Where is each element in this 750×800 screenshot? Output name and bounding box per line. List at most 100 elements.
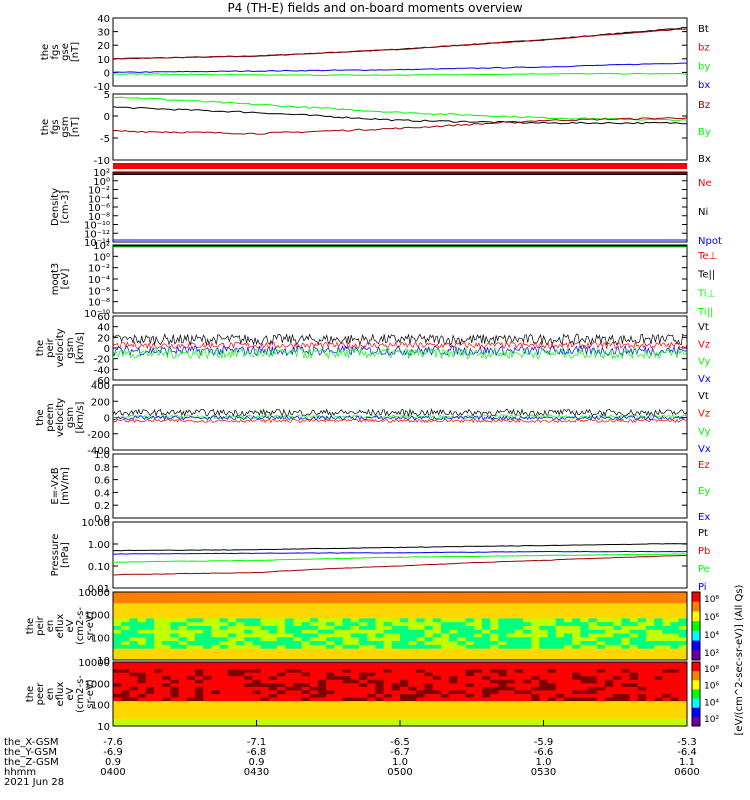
heatmap-cell xyxy=(596,708,606,713)
heatmap-cell xyxy=(244,679,253,684)
heatmap-cell xyxy=(490,633,499,638)
heatmap-cell xyxy=(195,672,204,677)
heatmap-cell xyxy=(596,599,606,604)
heatmap-cell xyxy=(564,633,573,638)
series-fgs-bz xyxy=(112,28,688,60)
heatmap-cell xyxy=(195,683,204,688)
heatmap-cell xyxy=(219,641,229,646)
heatmap-cell xyxy=(301,592,311,597)
heatmap-cell xyxy=(432,592,442,597)
heatmap-cell xyxy=(465,694,475,699)
heatmap-cell xyxy=(580,690,590,695)
heatmap-cell xyxy=(277,607,286,612)
heatmap-cell xyxy=(154,669,163,674)
heatmap-cell xyxy=(465,665,475,670)
heatmap-cell xyxy=(203,633,212,638)
heatmap-cell xyxy=(547,704,557,709)
heatmap-cell xyxy=(555,610,565,616)
heatmap-cell xyxy=(432,686,442,691)
heatmap-cell xyxy=(531,701,540,706)
heatmap-cell xyxy=(473,648,483,653)
ytick-label-fgs: 0 xyxy=(104,68,110,79)
heatmap-cell xyxy=(342,708,352,713)
heatmap-cell xyxy=(457,669,467,674)
xaxis-value: -6.6 xyxy=(534,747,554,758)
heatmap-cell xyxy=(113,622,122,627)
heatmap-cell xyxy=(162,669,171,674)
heatmap-cell xyxy=(662,607,672,612)
heatmap-cell xyxy=(654,676,663,681)
heatmap-cell xyxy=(383,599,393,604)
heatmap-cell xyxy=(211,607,221,612)
heatmap-cell xyxy=(350,683,360,688)
heatmap-cell xyxy=(350,697,360,702)
heatmap-cell xyxy=(121,592,130,597)
heatmap-cell xyxy=(154,704,163,709)
heatmap-cell xyxy=(531,618,540,623)
heatmap-cell xyxy=(236,641,245,646)
heatmap-cell xyxy=(178,669,188,674)
heatmap-cell xyxy=(441,669,450,674)
heatmap-cell xyxy=(678,652,688,657)
heatmap-cell xyxy=(178,694,188,699)
heatmap-cell xyxy=(293,722,303,727)
ylabel-peir: eV xyxy=(65,619,76,632)
heatmap-cell xyxy=(547,592,557,597)
heatmap-cell xyxy=(211,683,221,688)
heatmap-cell xyxy=(252,679,262,684)
heatmap-cell xyxy=(637,715,647,720)
heatmap-cell xyxy=(613,662,622,667)
heatmap-cell xyxy=(195,592,204,597)
heatmap-cell xyxy=(662,679,672,684)
heatmap-cell xyxy=(613,701,622,706)
heatmap-cell xyxy=(375,711,385,716)
heatmap-cell xyxy=(277,656,286,661)
heatmap-cell xyxy=(178,644,188,650)
xaxis-value: -6.7 xyxy=(390,747,410,758)
heatmap-cell xyxy=(391,599,401,604)
heatmap-cell xyxy=(588,683,598,688)
heatmap-cell xyxy=(334,708,344,713)
heatmap-cell xyxy=(670,683,680,688)
heatmap-cell xyxy=(359,686,368,691)
legend-peemv: Vy xyxy=(698,426,711,437)
heatmap-cell xyxy=(178,629,188,635)
heatmap-cell xyxy=(268,656,278,661)
heatmap-cell xyxy=(424,704,434,709)
heatmap-cell xyxy=(195,614,204,619)
heatmap-cell xyxy=(211,669,221,674)
heatmap-cell xyxy=(564,718,573,723)
heatmap-cell xyxy=(514,665,524,670)
heatmap-cell xyxy=(260,652,270,657)
heatmap-cell xyxy=(613,641,622,646)
heatmap-cell xyxy=(547,641,557,646)
heatmap-cell xyxy=(244,592,253,597)
ytick-label-efield: 0.6 xyxy=(94,476,110,487)
heatmap-cell xyxy=(572,679,581,684)
heatmap-cell xyxy=(572,669,581,674)
heatmap-cell xyxy=(203,610,212,616)
heatmap-cell xyxy=(629,722,639,727)
heatmap-cell xyxy=(473,614,483,619)
heatmap-cell xyxy=(408,599,417,604)
heatmap-cell xyxy=(309,704,319,709)
heatmap-cell xyxy=(268,652,278,657)
heatmap-cell xyxy=(113,701,122,706)
heatmap-cell xyxy=(359,697,368,702)
heatmap-cell xyxy=(572,622,581,627)
heatmap-cell xyxy=(408,662,417,667)
heatmap-cell xyxy=(195,669,204,674)
heatmap-cell xyxy=(154,603,163,608)
heatmap-cell xyxy=(326,711,335,716)
heatmap-cell xyxy=(285,718,294,723)
heatmap-cell xyxy=(244,656,253,661)
heatmap-cell xyxy=(588,662,598,667)
heatmap-cell xyxy=(547,690,557,695)
heatmap-cell xyxy=(432,644,442,650)
heatmap-cell xyxy=(629,629,639,635)
heatmap-cell xyxy=(367,690,376,695)
heatmap-cell xyxy=(441,607,450,612)
ytick-label-peemv: -400 xyxy=(87,446,110,457)
heatmap-cell xyxy=(441,595,450,601)
heatmap-cell xyxy=(670,607,680,612)
